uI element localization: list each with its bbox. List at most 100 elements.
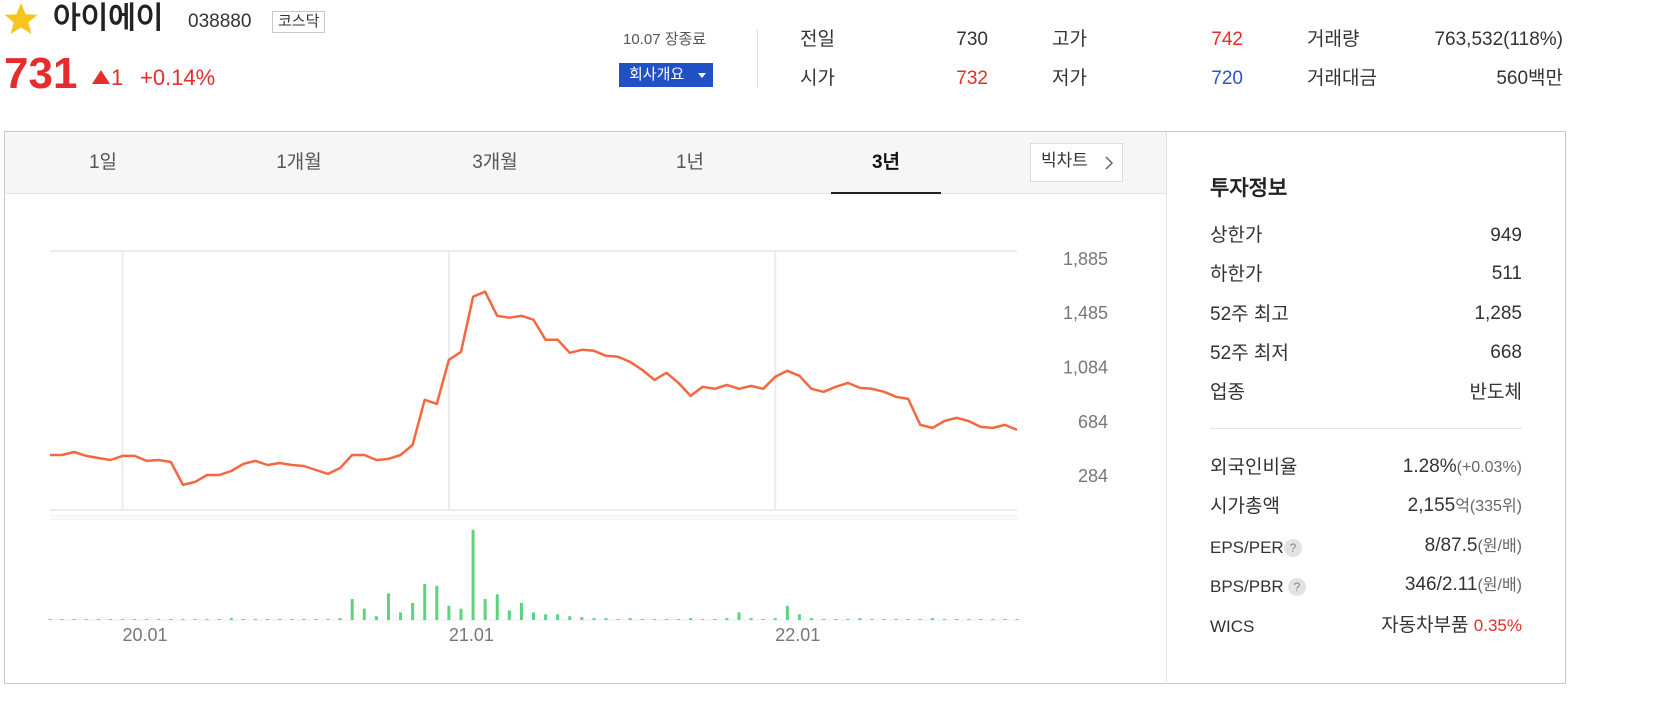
volume-bar <box>652 619 656 620</box>
volume-bar <box>483 599 487 620</box>
tab[interactable]: 1년 <box>675 152 705 173</box>
volume-bar <box>253 619 257 620</box>
quote-label: 거래대금 <box>1307 68 1377 89</box>
quote-label: 거래량 <box>1307 29 1360 50</box>
invest-label: WICS <box>1210 617 1255 636</box>
volume-bar <box>121 619 125 620</box>
volume-bar <box>193 619 197 620</box>
big-chart-button[interactable]: 빅차트 <box>1030 143 1123 182</box>
x-tick-label: 20.01 <box>123 625 168 645</box>
company-button-label: 회사개요 <box>629 66 685 83</box>
stock-code: 038880 <box>188 11 252 32</box>
volume-bar <box>761 619 765 620</box>
invest-sector-change: 0.35% <box>1473 616 1522 635</box>
volume-bar <box>870 619 874 620</box>
invest-number: 2,155 <box>1407 495 1456 516</box>
help-icon[interactable]: ? <box>1284 539 1302 557</box>
volume-bar <box>1015 619 1019 620</box>
volume-bar <box>942 619 946 620</box>
favorite-star[interactable] <box>3 2 39 36</box>
volume-bar <box>435 585 439 620</box>
invest-title: 투자정보 <box>1210 177 1288 200</box>
volume-bar <box>580 617 584 620</box>
volume-bar <box>399 612 403 620</box>
invest-number: 346/2.11 <box>1404 574 1478 595</box>
volume-bar <box>459 608 463 620</box>
volume-bar <box>108 619 112 620</box>
volume-bar <box>640 619 644 620</box>
quote-unit: 백만 <box>1528 68 1563 89</box>
invest-value: 668 <box>1490 342 1522 363</box>
tab[interactable]: 3개월 <box>472 152 518 173</box>
invest-label: 시가총액 <box>1210 496 1280 517</box>
invest-value: 반도체 <box>1469 382 1522 403</box>
volume-bar <box>882 619 886 620</box>
x-tick-label: 21.01 <box>449 625 494 645</box>
invest-value: 1,285 <box>1474 303 1522 324</box>
panel-divider <box>1166 132 1167 682</box>
volume-bar <box>628 618 632 620</box>
volume-bar <box>229 618 233 620</box>
volume-bar <box>846 619 850 620</box>
volume-bar <box>737 612 741 620</box>
invest-label: 상한가 <box>1210 225 1263 246</box>
price: 731 <box>4 49 78 98</box>
help-icon[interactable]: ? <box>1288 578 1306 596</box>
y-tick-label: 1,885 <box>1063 249 1108 269</box>
volume-bar <box>532 612 535 620</box>
company-button[interactable]: 회사개요 <box>619 63 713 87</box>
invest-divider <box>1210 428 1522 429</box>
tab-bar <box>5 132 1166 194</box>
volume-bar <box>677 619 681 620</box>
volume-bar <box>411 602 415 620</box>
invest-label: 52주 최저 <box>1210 343 1289 364</box>
tab[interactable]: 1일 <box>88 152 118 173</box>
volume-bar <box>495 594 499 620</box>
volume-bar <box>592 618 596 620</box>
volume-bar <box>507 610 511 620</box>
invest-label: 업종 <box>1210 382 1245 403</box>
volume-bar <box>241 619 245 620</box>
separator <box>757 30 758 88</box>
volume-bar <box>350 599 354 620</box>
tab-underline <box>831 192 941 194</box>
volume-bar <box>266 619 270 620</box>
volume-bar <box>725 618 729 620</box>
invest-sector: 자동차부품 <box>1381 615 1469 636</box>
volume-bar <box>701 619 705 620</box>
quote-label: 저가 <box>1052 68 1087 89</box>
tab[interactable]: 1개월 <box>276 152 322 173</box>
volume-bar <box>930 618 934 620</box>
volume-bar <box>157 619 161 620</box>
volume-bar <box>447 605 451 620</box>
volume-bar <box>133 619 137 620</box>
quote-value: 763,532(118%) <box>1434 29 1563 50</box>
volume-bar <box>906 619 910 620</box>
invest-number: 8/87.5 <box>1424 535 1478 556</box>
volume-bar <box>386 593 390 620</box>
volume-bar <box>749 618 753 620</box>
price-change-pct: +0.14% <box>140 65 216 90</box>
quote-value: 560백만 <box>1400 67 1563 91</box>
volume-bar <box>72 619 76 620</box>
quote-value: 720 <box>1211 68 1243 89</box>
volume-bar <box>556 614 560 620</box>
invest-note: (+0.03%) <box>1456 459 1522 476</box>
quote-number: 560 <box>1496 68 1529 89</box>
invest-number: 1.28% <box>1402 456 1457 477</box>
invest-label: 외국인비율 <box>1210 457 1298 478</box>
stock-name: 아이에이 <box>53 2 164 35</box>
volume-bar <box>519 602 523 620</box>
volume-bar <box>169 619 173 620</box>
volume-bar <box>471 529 475 620</box>
tab-active[interactable]: 3년 <box>871 152 901 173</box>
y-tick-label: 1,485 <box>1063 303 1108 323</box>
volume-bar <box>664 619 668 620</box>
volume-bar <box>834 619 838 620</box>
volume-bar <box>84 619 88 620</box>
volume-bar <box>362 608 366 620</box>
volume-bar <box>326 619 330 620</box>
y-tick-label: 1,084 <box>1063 358 1108 378</box>
